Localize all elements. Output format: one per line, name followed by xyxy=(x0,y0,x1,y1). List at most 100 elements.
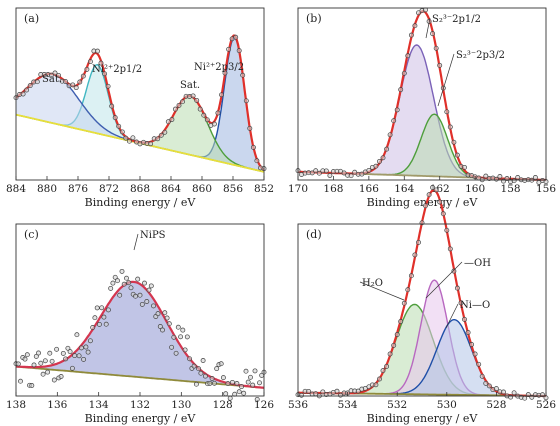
data-point xyxy=(198,370,204,376)
data-point xyxy=(501,389,506,395)
data-point xyxy=(67,349,73,355)
data-point xyxy=(226,46,232,52)
data-point xyxy=(447,124,453,130)
data-point xyxy=(447,246,453,252)
panel-letter: (b) xyxy=(306,12,322,25)
data-point xyxy=(116,123,122,129)
data-point xyxy=(78,345,84,351)
data-point xyxy=(348,173,354,179)
data-point xyxy=(15,361,21,367)
data-point xyxy=(112,115,118,121)
data-point xyxy=(34,79,40,85)
data-point xyxy=(391,342,397,348)
x-tick-label: 130 xyxy=(171,399,191,411)
data-point xyxy=(119,129,125,135)
data-point xyxy=(63,356,69,362)
data-point xyxy=(74,332,80,338)
data-point xyxy=(191,363,197,369)
panel-letter: (c) xyxy=(24,228,39,241)
data-point xyxy=(87,338,93,344)
data-point xyxy=(479,373,485,379)
data-point xyxy=(254,396,260,402)
data-point xyxy=(51,377,57,383)
data-point xyxy=(151,303,156,309)
data-point xyxy=(124,275,129,281)
data-point xyxy=(80,73,86,79)
data-point xyxy=(229,379,235,385)
x-tick-label: 128 xyxy=(213,399,233,411)
data-point xyxy=(454,285,460,291)
peak-annotation: Sat. xyxy=(180,80,200,91)
data-point xyxy=(110,280,116,286)
data-point xyxy=(341,170,347,176)
data-point xyxy=(197,106,203,112)
data-point xyxy=(135,276,141,282)
data-point xyxy=(18,378,23,384)
data-point xyxy=(172,106,178,112)
data-point xyxy=(162,310,168,316)
data-point xyxy=(522,395,528,401)
peak-annotation: NiPS xyxy=(140,230,166,241)
data-point xyxy=(139,301,145,307)
data-point xyxy=(476,361,482,367)
peak-annotation: Ni²⁺2p3/2 xyxy=(194,62,244,73)
peak-annotation: H₂O xyxy=(362,278,383,289)
data-point xyxy=(444,227,450,233)
annotation-leader xyxy=(425,261,463,299)
data-point xyxy=(101,314,107,320)
data-point xyxy=(380,155,386,161)
peak-fill-1 xyxy=(16,37,264,172)
data-point xyxy=(377,158,382,164)
x-tick-label: 132 xyxy=(130,399,150,411)
peak-fill-2 xyxy=(298,114,546,180)
data-point xyxy=(164,315,170,321)
data-point xyxy=(323,168,329,174)
data-point xyxy=(49,358,55,364)
data-point xyxy=(171,334,177,340)
baseline-line xyxy=(15,365,265,389)
data-point xyxy=(250,382,256,388)
data-point xyxy=(437,62,443,68)
data-point xyxy=(173,350,179,356)
data-point xyxy=(142,280,147,286)
data-point xyxy=(433,187,439,193)
x-tick-label: 872 xyxy=(99,183,119,195)
data-point xyxy=(209,376,215,381)
data-point xyxy=(440,211,446,217)
data-point xyxy=(359,171,365,177)
data-point xyxy=(20,91,26,97)
data-point xyxy=(103,321,109,327)
data-point xyxy=(155,136,161,142)
data-point xyxy=(133,293,138,299)
data-point xyxy=(225,381,231,387)
data-point xyxy=(243,368,249,374)
data-point xyxy=(387,351,393,357)
data-point xyxy=(327,173,333,178)
x-tick-label: 864 xyxy=(161,183,181,195)
peak-fill-2 xyxy=(298,280,546,396)
data-point xyxy=(412,23,418,29)
data-point xyxy=(412,252,418,258)
annotation-leader xyxy=(445,303,459,329)
data-point xyxy=(486,383,492,389)
data-point xyxy=(211,380,217,386)
data-point xyxy=(437,199,443,205)
data-point xyxy=(72,353,78,359)
data-point xyxy=(94,305,100,311)
data-point xyxy=(87,59,93,65)
data-point xyxy=(207,380,213,386)
x-tick-label: 164 xyxy=(394,183,414,195)
data-point xyxy=(387,132,393,138)
data-point xyxy=(158,132,164,138)
data-point xyxy=(96,321,102,327)
data-point xyxy=(483,380,489,386)
data-point xyxy=(366,167,372,173)
data-point xyxy=(130,135,136,141)
x-tick-label: 868 xyxy=(130,183,150,195)
x-axis-label: Binding energy / eV xyxy=(367,412,479,425)
peak-fill-1 xyxy=(16,281,264,388)
x-tick-label: 168 xyxy=(323,183,343,195)
data-point xyxy=(257,380,262,386)
